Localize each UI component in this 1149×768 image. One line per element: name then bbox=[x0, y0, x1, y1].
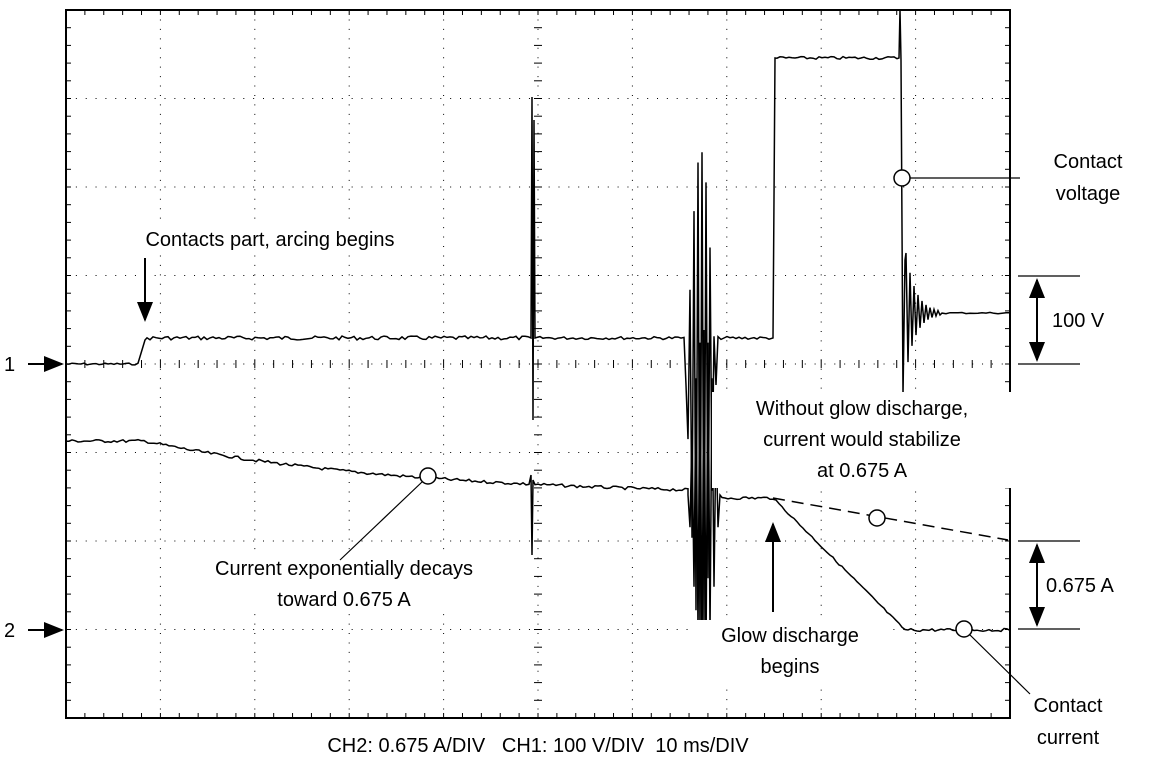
label: current would stabilize bbox=[763, 429, 961, 451]
marker bbox=[868, 509, 886, 527]
label: at 0.675 A bbox=[817, 460, 908, 482]
voltage-trace bbox=[65, 9, 1010, 644]
marker bbox=[955, 620, 973, 638]
label: toward 0.675 A bbox=[277, 589, 411, 611]
label: Current exponentially decays bbox=[215, 558, 473, 580]
leader bbox=[969, 634, 1031, 695]
label: 0.675 A bbox=[1046, 575, 1115, 597]
label: 2 bbox=[4, 620, 15, 642]
current-trace bbox=[66, 329, 1011, 657]
label: Contact bbox=[1034, 695, 1103, 717]
label: Without glow discharge, bbox=[756, 398, 968, 420]
label: voltage bbox=[1056, 183, 1121, 205]
leader bbox=[339, 481, 423, 561]
label-bg bbox=[690, 620, 890, 682]
label-bg bbox=[170, 552, 520, 614]
label: Contacts part, arcing begins bbox=[145, 229, 394, 251]
marker bbox=[893, 169, 911, 187]
label: begins bbox=[761, 656, 820, 678]
label: 100 V bbox=[1052, 310, 1105, 332]
label-bg bbox=[712, 392, 1012, 488]
label: 1 bbox=[4, 354, 15, 376]
projected-current bbox=[772, 497, 1009, 541]
marker bbox=[419, 467, 437, 485]
label: Contact bbox=[1054, 151, 1123, 173]
label: current bbox=[1037, 727, 1100, 749]
footer: CH2: 0.675 A/DIV CH1: 100 V/DIV 10 ms/DI… bbox=[327, 735, 749, 757]
label: Glow discharge bbox=[721, 625, 859, 647]
label-bg bbox=[100, 224, 440, 254]
